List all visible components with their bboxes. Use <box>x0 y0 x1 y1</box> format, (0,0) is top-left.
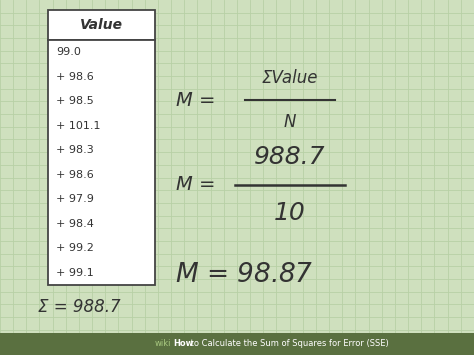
Text: $\mathit{M}$ =: $\mathit{M}$ = <box>175 175 214 195</box>
Bar <box>48 40 155 285</box>
Text: Value: Value <box>80 18 123 32</box>
Text: 10: 10 <box>274 201 306 225</box>
Bar <box>0 333 474 355</box>
Text: + 98.3: + 98.3 <box>56 145 94 155</box>
Text: to Calculate the Sum of Squares for Error (SSE): to Calculate the Sum of Squares for Erro… <box>188 339 389 349</box>
Text: How: How <box>173 339 193 349</box>
Text: wiki: wiki <box>155 339 172 349</box>
Text: + 98.6: + 98.6 <box>56 72 94 82</box>
Text: ΣValue: ΣValue <box>262 69 318 87</box>
Text: Σ = 988.7: Σ = 988.7 <box>38 298 120 316</box>
Text: + 98.6: + 98.6 <box>56 170 94 180</box>
Text: + 99.1: + 99.1 <box>56 268 94 278</box>
Text: N: N <box>284 113 296 131</box>
Text: $\mathit{M}$ = 98.87: $\mathit{M}$ = 98.87 <box>175 262 313 288</box>
Text: + 97.9: + 97.9 <box>56 194 94 204</box>
Text: + 98.4: + 98.4 <box>56 219 94 229</box>
Text: + 98.5: + 98.5 <box>56 96 94 106</box>
Text: + 99.2: + 99.2 <box>56 243 94 253</box>
Text: + 101.1: + 101.1 <box>56 121 100 131</box>
Bar <box>48 10 155 40</box>
Text: 988.7: 988.7 <box>254 145 326 169</box>
Text: $\mathit{M}$ =: $\mathit{M}$ = <box>175 91 214 109</box>
Text: 99.0: 99.0 <box>56 47 81 57</box>
